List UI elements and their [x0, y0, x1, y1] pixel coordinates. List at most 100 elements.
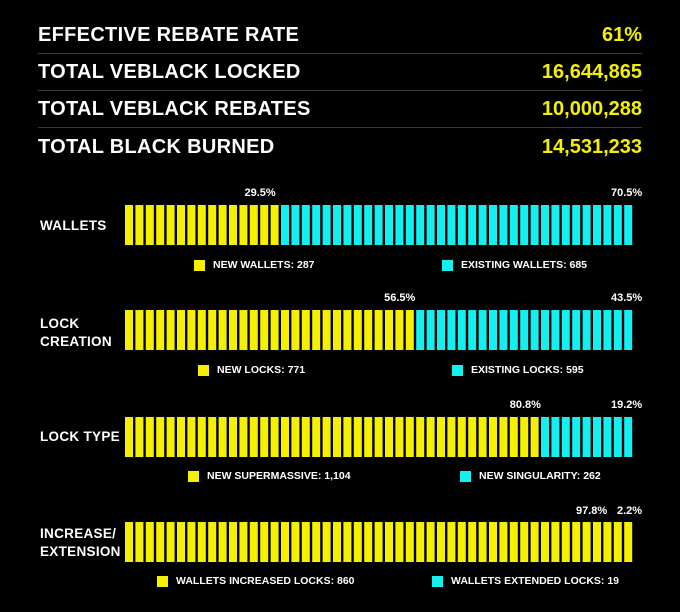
primary-pct-label: 80.8% — [509, 399, 541, 411]
legend-text: EXISTING WALLETS: 685 — [461, 259, 588, 271]
bar-segment-primary — [395, 417, 404, 457]
legend-swatch-secondary — [452, 364, 463, 376]
bar-segment-primary — [385, 522, 393, 562]
bar-segment-primary — [145, 522, 154, 562]
bar-segment-primary — [208, 205, 217, 245]
legend-swatch-secondary — [432, 575, 443, 587]
bar-segment-primary — [197, 417, 206, 457]
bar-segment-primary — [249, 310, 258, 350]
bar-segment-primary — [187, 522, 196, 562]
bar-segment-secondary — [291, 205, 300, 245]
bar-segment-primary — [301, 417, 310, 457]
category-label-line: LOCK — [40, 316, 80, 331]
legend-swatch-secondary — [460, 470, 471, 482]
bar-segment-primary — [333, 310, 341, 350]
secondary-pct-label: 19.2% — [611, 399, 643, 411]
bar-segment-primary — [281, 310, 289, 350]
bar-segment-primary — [343, 522, 352, 562]
bar-segment-secondary — [457, 205, 466, 245]
bar-segment-primary — [249, 522, 258, 562]
bar-segment-primary — [322, 417, 331, 457]
bar-segment-primary — [249, 417, 258, 457]
bar-segment-primary — [437, 522, 445, 562]
bar-segment-secondary — [624, 310, 633, 350]
bar-segment-secondary — [447, 310, 456, 350]
secondary-pct-label: 43.5% — [611, 292, 643, 304]
bar-segment-primary — [197, 205, 206, 245]
bar-segment-secondary — [530, 205, 539, 245]
bar-segment-primary — [156, 417, 165, 457]
bar-segment-primary — [509, 522, 518, 562]
bar-segment-primary — [218, 310, 227, 350]
bar-segment-primary — [177, 205, 185, 245]
bar-segment-primary — [624, 522, 633, 562]
bar-segment-primary — [312, 522, 321, 562]
bar-segment-primary — [468, 417, 477, 457]
bar-segment-primary — [603, 522, 612, 562]
bar-segment-primary — [468, 522, 477, 562]
bar-segment-primary — [166, 310, 175, 350]
bar-segment-secondary — [593, 417, 601, 457]
legend-text: WALLETS EXTENDED LOCKS: 19 — [451, 575, 620, 587]
bar-segment-secondary — [530, 310, 539, 350]
bar-segment-secondary — [468, 310, 477, 350]
bar-segment-secondary — [312, 205, 321, 245]
bar-segment-primary — [333, 522, 341, 562]
stat-label: TOTAL VEBLACK REBATES — [38, 98, 311, 120]
secondary-pct-label: 70.5% — [611, 187, 643, 199]
bar-segment-primary — [239, 522, 248, 562]
bar-segment-secondary — [426, 310, 435, 350]
bar-segment-primary — [582, 522, 591, 562]
bar-segment-secondary — [364, 205, 373, 245]
legend-text: NEW LOCKS: 771 — [217, 364, 306, 376]
bar-segment-primary — [291, 522, 300, 562]
legend-primary: NEW WALLETS: 287 — [194, 259, 315, 271]
bar-segment-primary — [239, 205, 248, 245]
bar-segment-primary — [156, 205, 165, 245]
bar-segment-primary — [457, 417, 466, 457]
bar-segment-primary — [385, 310, 393, 350]
stat-label: TOTAL BLACK BURNED — [38, 135, 275, 158]
bar-segment-secondary — [499, 205, 508, 245]
bar-segment-primary — [416, 522, 425, 562]
bar-segment-secondary — [405, 205, 414, 245]
bar-segment-secondary — [561, 205, 570, 245]
bar-segment-secondary — [613, 310, 622, 350]
bar-segment-primary — [593, 522, 601, 562]
bar-segment-primary — [291, 310, 300, 350]
bar-segment-secondary — [624, 205, 633, 245]
bar-segment-primary — [197, 310, 206, 350]
bar-segment-primary — [343, 417, 352, 457]
bar-segment-primary — [457, 522, 466, 562]
legend-primary: NEW LOCKS: 771 — [198, 364, 305, 376]
bar-segment-secondary — [426, 205, 435, 245]
bar-segment-secondary — [603, 417, 612, 457]
bar-segment-primary — [270, 205, 279, 245]
bar-segment-primary — [135, 205, 144, 245]
bar-segment-primary — [156, 522, 165, 562]
legend-swatch-primary — [194, 259, 205, 271]
bar-segment-primary — [499, 522, 508, 562]
bar-segment-primary — [145, 310, 154, 350]
bar-segment-secondary — [468, 205, 477, 245]
bar-segment-primary — [541, 522, 549, 562]
bar-segment-secondary — [520, 205, 529, 245]
bar-segment-primary — [270, 310, 279, 350]
bar-segment-primary — [281, 417, 289, 457]
bar-segment-secondary — [509, 310, 518, 350]
stat-label: EFFECTIVE REBATE RATE — [38, 24, 300, 46]
legend-swatch-primary — [157, 575, 168, 587]
bar-segment-primary — [405, 522, 414, 562]
legend-text: NEW WALLETS: 287 — [213, 259, 315, 271]
bar-segment-secondary — [561, 417, 570, 457]
bar-segment-secondary — [541, 417, 549, 457]
bar-segment-primary — [197, 522, 206, 562]
bar-segment-secondary — [457, 310, 466, 350]
bar-segment-primary — [187, 310, 196, 350]
bar-segment-primary — [426, 522, 435, 562]
bar-segment-primary — [343, 310, 352, 350]
stat-row-veblack-locked: TOTAL VEBLACK LOCKED 16,644,865 — [38, 55, 642, 91]
bar-segment-secondary — [561, 310, 570, 350]
bar-segment-primary — [489, 522, 497, 562]
bar-segment-secondary — [582, 310, 591, 350]
